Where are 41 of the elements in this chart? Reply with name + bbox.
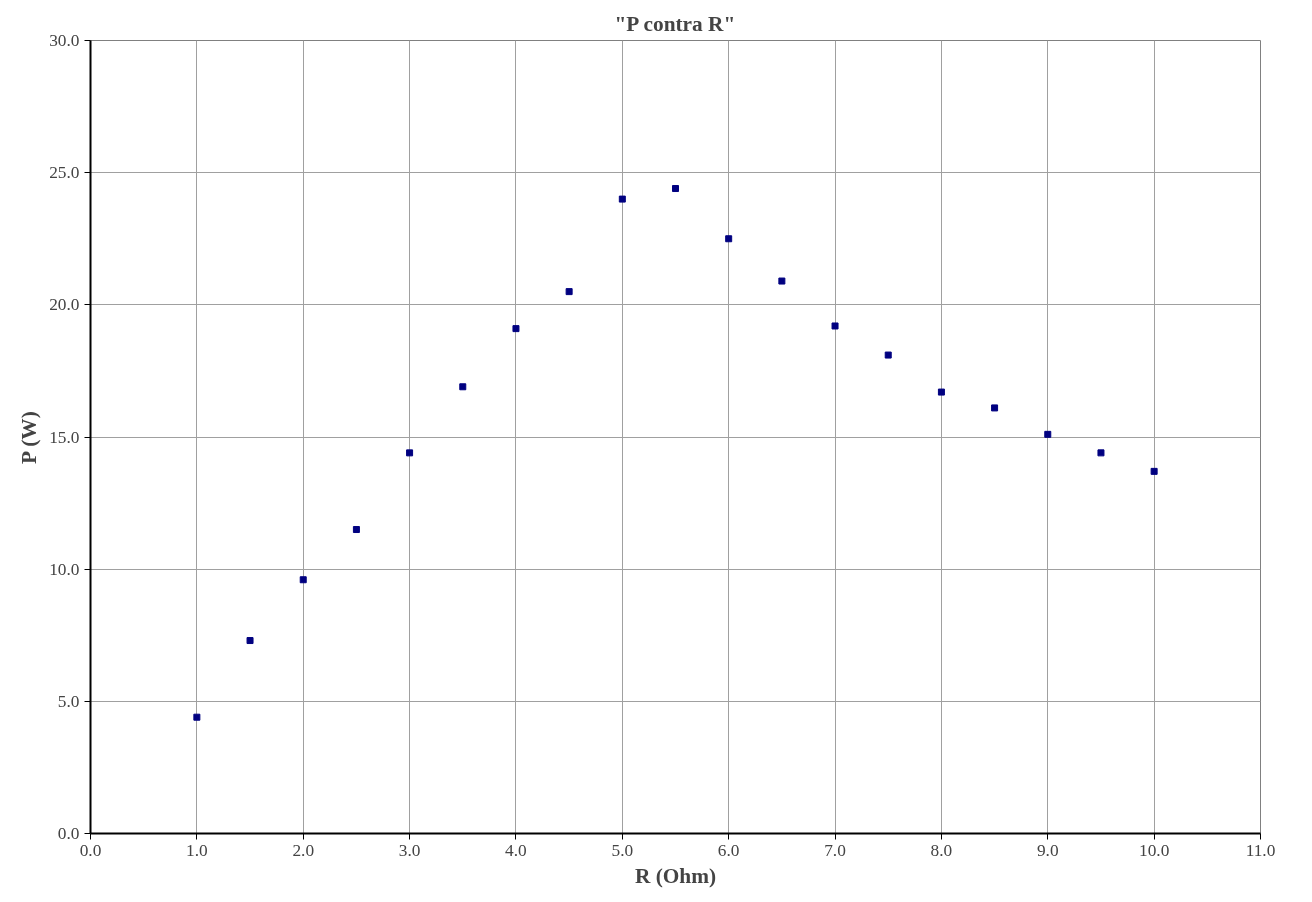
- y-tick-label: 30.0: [49, 31, 80, 50]
- x-tick-label: 9.0: [1036, 840, 1059, 860]
- point: [937, 388, 945, 396]
- y-tick-label: 25.0: [49, 163, 80, 183]
- y-tick-label: 20.0: [49, 295, 80, 315]
- x-axis-title: R (Ohm): [634, 863, 717, 888]
- y-tick-label: 15.0: [49, 427, 80, 447]
- x-tick-label: 8.0: [930, 840, 953, 860]
- x-tick-label: 2.0: [292, 840, 315, 860]
- point: [512, 325, 520, 333]
- y-tick-label: 0.0: [57, 824, 80, 843]
- x-tick-label: 4.0: [505, 840, 527, 860]
- x-tick-label: 1.0: [186, 840, 208, 860]
- x-tick-label: 11.0: [1245, 840, 1276, 860]
- x-tick-label: 3.0: [398, 840, 421, 860]
- point: [672, 185, 679, 193]
- x-tick-label: 10.0: [1138, 840, 1170, 860]
- point: [352, 526, 360, 534]
- point: [1097, 449, 1105, 457]
- point: [459, 383, 467, 391]
- x-tick-label: 0.0: [79, 840, 102, 860]
- point: [1044, 430, 1052, 438]
- point: [246, 637, 254, 645]
- point: [565, 288, 573, 296]
- chart-title: "P contra R": [614, 11, 736, 36]
- point: [991, 404, 999, 412]
- x-tick-label: 5.0: [611, 840, 634, 860]
- point: [1150, 467, 1158, 475]
- point: [778, 277, 786, 285]
- y-axis-title: P (W): [17, 411, 42, 464]
- point: [884, 351, 892, 359]
- point: [406, 449, 414, 457]
- x-tick-label: 7.0: [824, 840, 846, 860]
- point: [193, 713, 201, 721]
- y-tick-label: 5.0: [57, 691, 80, 711]
- point: [725, 235, 733, 243]
- x-tick-label: 6.0: [717, 840, 740, 860]
- point: [618, 195, 626, 203]
- y-tick-label: 10.0: [49, 559, 80, 579]
- point: [299, 576, 307, 584]
- point: [831, 322, 839, 330]
